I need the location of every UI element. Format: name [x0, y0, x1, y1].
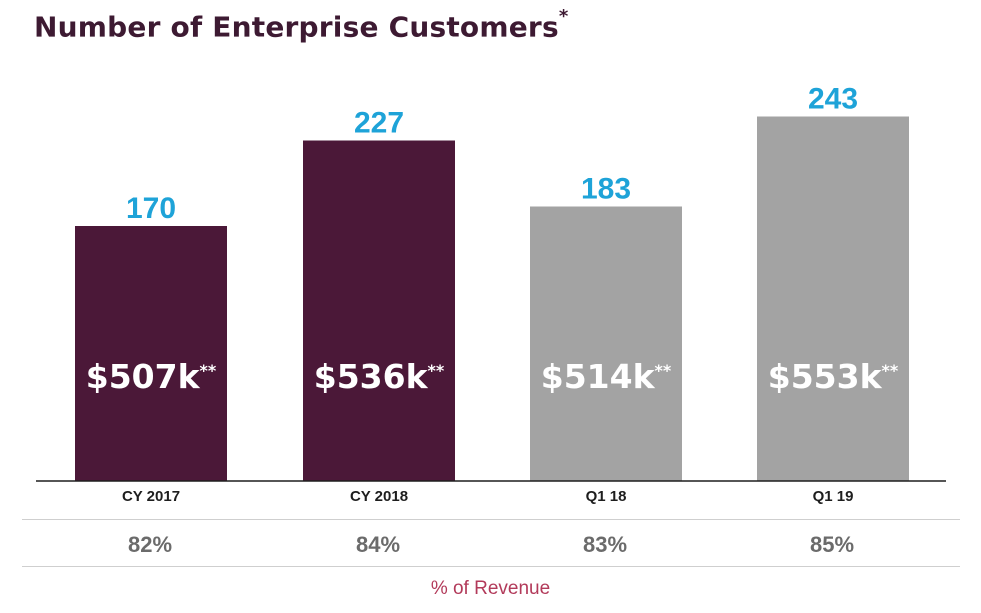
value-label-2: 183 — [581, 173, 631, 206]
revenue-pct-cy2018: 84% — [355, 532, 401, 557]
value-label-3: 243 — [808, 83, 858, 116]
value-label-0: 170 — [126, 192, 176, 225]
bar-inner-label-marker-3: ** — [882, 361, 899, 380]
bar-inner-label-marker-1: ** — [428, 361, 445, 380]
title-footnote-marker: * — [558, 6, 569, 27]
category-label-0: CY 2017 — [122, 488, 180, 505]
divider-top — [22, 519, 960, 520]
value-label-1: 227 — [354, 107, 404, 140]
revenue-pct-cy2017: 82% — [127, 532, 173, 557]
category-label-2: Q1 18 — [586, 488, 627, 505]
bar-0 — [75, 226, 227, 481]
revenue-label: % of Revenue — [430, 578, 551, 599]
revenue-pct-q118: 83% — [582, 532, 628, 557]
bar-1 — [303, 140, 455, 481]
divider-bottom — [22, 566, 960, 567]
bar-inner-label-3: $553k** — [768, 357, 899, 396]
chart-title: Number of Enterprise Customers* — [34, 6, 569, 44]
category-label-1: CY 2018 — [350, 488, 408, 505]
bar-inner-label-marker-0: ** — [200, 361, 217, 380]
revenue-pct-q119: 85% — [809, 532, 855, 557]
category-label-3: Q1 19 — [813, 488, 854, 505]
bar-2 — [530, 206, 682, 481]
bar-inner-label-0: $507k** — [86, 357, 217, 396]
bar-3 — [757, 116, 909, 481]
bar-inner-label-marker-2: ** — [655, 361, 672, 380]
bar-inner-label-1: $536k** — [314, 357, 445, 396]
bar-inner-label-2: $514k** — [541, 357, 672, 396]
bar-chart: 170 $507k** CY 2017 227 $536k** CY 2018 183 $51… — [36, 83, 946, 505]
